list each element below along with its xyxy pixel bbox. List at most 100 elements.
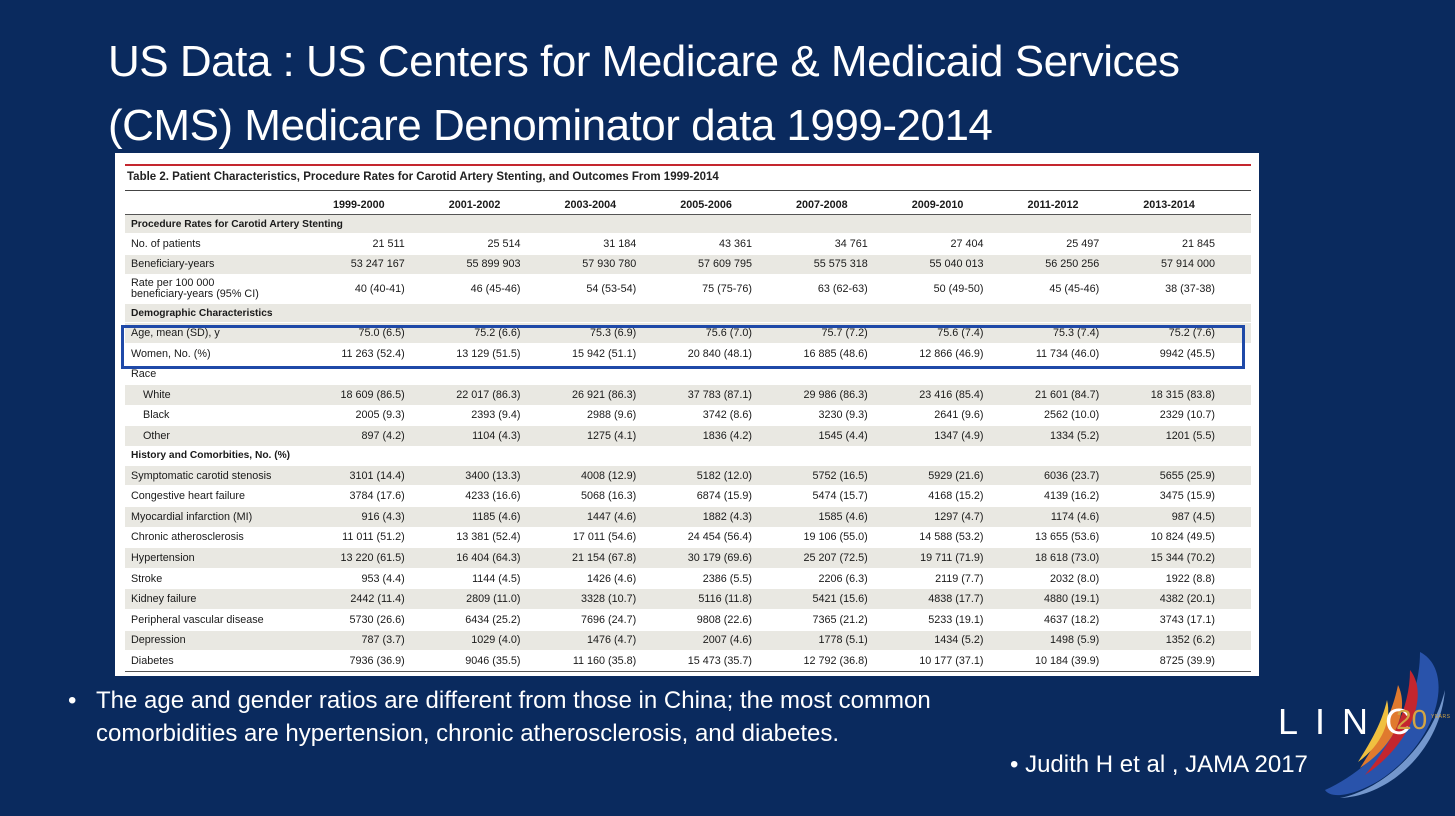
table-cell: 1545 (4.4) — [788, 425, 904, 447]
table-cell: 57 930 780 — [556, 254, 673, 276]
table-cell: 2809 (11.0) — [440, 588, 557, 610]
row-label: Depression — [125, 630, 325, 652]
title-line-2: (CMS) Medicare Denominator data 1999-201… — [108, 101, 993, 150]
table-cell: 31 184 — [556, 233, 673, 255]
table-cell: 19 711 (71.9) — [903, 547, 1020, 569]
title-line-1: US Data : US Centers for Medicare & Medi… — [108, 37, 1180, 86]
table-cell: 16 404 (64.3) — [440, 547, 557, 569]
table-row: Rate per 100 000 beneficiary-years (95% C… — [125, 274, 1251, 305]
table-cell: 5752 (16.5) — [788, 465, 904, 487]
table-cell: 25 514 — [440, 233, 557, 255]
table-cell: 4838 (17.7) — [903, 588, 1020, 610]
table-cell: 2641 (9.6) — [903, 405, 1020, 427]
table-row: Other 897 (4.2) 1104 (4.3) 1275 (4.1) 1836 (… — [125, 425, 1251, 447]
table-cell: 3400 (13.3) — [440, 465, 557, 487]
table-cell: 56 250 256 — [1019, 254, 1136, 276]
table-cell: 4139 (16.2) — [1019, 485, 1136, 507]
table-cell: 6036 (23.7) — [1019, 465, 1136, 487]
table-cell: 63 (62-63) — [788, 274, 904, 305]
table-row: Beneficiary-years 53 247 167 55 899 903 57 … — [125, 254, 1251, 276]
table-cell: 9942 (45.5) — [1135, 343, 1251, 365]
table-cell: 55 040 013 — [903, 254, 1020, 276]
header-cell: 2003-2004 — [556, 195, 673, 215]
table-cell: 9046 (35.5) — [440, 650, 557, 672]
table-cell: 21 601 (84.7) — [1019, 384, 1136, 406]
table-cell: 5233 (19.1) — [903, 609, 1020, 631]
table-cell: 1434 (5.2) — [903, 630, 1020, 652]
table-cell: 37 783 (87.1) — [672, 384, 788, 406]
table-cell: 3328 (10.7) — [556, 588, 673, 610]
table-top-rule — [125, 164, 1251, 166]
table-cell: 1029 (4.0) — [440, 630, 557, 652]
table-cell: 2442 (11.4) — [325, 588, 441, 610]
table-figure: Table 2. Patient Characteristics, Proced… — [115, 153, 1259, 676]
row-label: White — [125, 384, 325, 406]
table-cell: 21 845 — [1135, 233, 1251, 255]
section-label: History and Comorbities, No. (%) — [125, 446, 1251, 466]
bullet-marker: • — [68, 687, 77, 714]
table-cell: 1174 (4.6) — [1019, 506, 1136, 528]
table-cell: 1882 (4.3) — [672, 506, 788, 528]
table-cell: 15 473 (35.7) — [672, 650, 788, 672]
linc-swoosh-logo-icon — [1325, 652, 1445, 798]
table-row: Stroke 953 (4.4) 1144 (4.5) 1426 (4.6) 2386 … — [125, 568, 1251, 590]
table-cell: 953 (4.4) — [325, 568, 441, 590]
citation: • Judith H et al , JAMA 2017 — [1010, 751, 1308, 778]
table-row: Symptomatic carotid stenosis 3101 (14.4) 3… — [125, 465, 1251, 487]
table-cell: 25 497 — [1019, 233, 1136, 255]
header-cell: 2009-2010 — [903, 195, 1020, 215]
logo-wordmark: LINC — [1278, 701, 1429, 742]
slide-title: US Data : US Centers for Medicare & Medi… — [108, 30, 1428, 158]
table-cell: 1297 (4.7) — [903, 506, 1020, 528]
table-cell: 45 (45-46) — [1019, 274, 1136, 305]
table-cell: 2393 (9.4) — [440, 405, 557, 427]
table-cell: 787 (3.7) — [325, 630, 441, 652]
table-cell: 26 921 (86.3) — [556, 384, 673, 406]
table-cell: 57 914 000 — [1135, 254, 1251, 276]
table-row: Kidney failure 2442 (11.4) 2809 (11.0) 3328… — [125, 588, 1251, 610]
header-cell: 2013-2014 — [1135, 195, 1251, 215]
row-label-line: Rate per 100 000 — [131, 277, 215, 290]
row-label: Kidney failure — [125, 588, 325, 610]
table-cell: 7365 (21.2) — [788, 609, 904, 631]
table-cell: 897 (4.2) — [325, 425, 441, 447]
section-label: Race — [125, 363, 1251, 385]
table-cell: 18 315 (83.8) — [1135, 384, 1251, 406]
table-cell: 3475 (15.9) — [1135, 485, 1251, 507]
table-cell: 50 (49-50) — [903, 274, 1020, 305]
table-cell: 2386 (5.5) — [672, 568, 788, 590]
table-cell: 4637 (18.2) — [1019, 609, 1136, 631]
table-cell: 1498 (5.9) — [1019, 630, 1136, 652]
table-cell: 1104 (4.3) — [440, 425, 557, 447]
table-cell: 4168 (15.2) — [903, 485, 1020, 507]
table-cell: 2206 (6.3) — [788, 568, 904, 590]
table-cell: 1447 (4.6) — [556, 506, 673, 528]
table-cell: 10 177 (37.1) — [903, 650, 1020, 672]
table-cell: 1275 (4.1) — [556, 425, 673, 447]
table-row: Peripheral vascular disease 5730 (26.6) 64… — [125, 609, 1251, 631]
row-label: Rate per 100 000 beneficiary-years (95% C… — [125, 274, 325, 305]
table-cell: 1347 (4.9) — [903, 425, 1020, 447]
table-cell: 18 618 (73.0) — [1019, 547, 1136, 569]
table-cell: 3230 (9.3) — [788, 405, 904, 427]
table-cell: 1334 (5.2) — [1019, 425, 1136, 447]
header-cell: 2001-2002 — [440, 195, 557, 215]
header-cell: 1999-2000 — [325, 195, 441, 215]
row-label: Hypertension — [125, 547, 325, 569]
table-cell: 2119 (7.7) — [903, 568, 1020, 590]
table-row: Hypertension 13 220 (61.5) 16 404 (64.3) 21… — [125, 547, 1251, 569]
row-label: Myocardial infarction (MI) — [125, 506, 325, 528]
table-cell: 6874 (15.9) — [672, 485, 788, 507]
table-cell: 13 381 (52.4) — [440, 527, 557, 549]
table-cell: 25 207 (72.5) — [788, 547, 904, 569]
row-label: No. of patients — [125, 233, 325, 255]
table-caption: Table 2. Patient Characteristics, Proced… — [127, 171, 719, 183]
table-cell: 30 179 (69.6) — [672, 547, 788, 569]
table-cell: 43 361 — [672, 233, 788, 255]
section-row: History and Comorbities, No. (%) — [125, 446, 1251, 466]
table-cell: 55 899 903 — [440, 254, 557, 276]
table-cell: 1778 (5.1) — [788, 630, 904, 652]
table-cell: 13 220 (61.5) — [325, 547, 441, 569]
table-cell: 13 129 (51.5) — [440, 343, 557, 365]
table-cell: 3784 (17.6) — [325, 485, 441, 507]
